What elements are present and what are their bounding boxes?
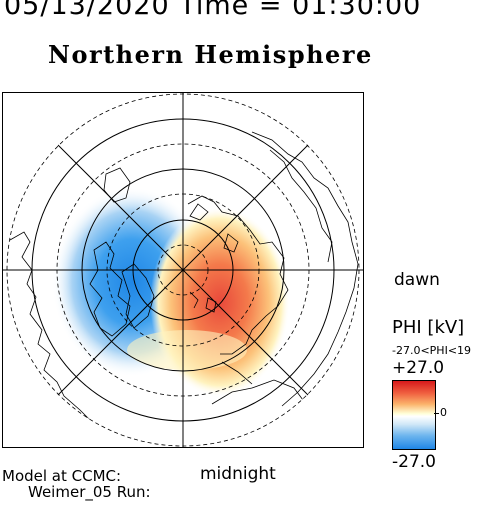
colorbar	[392, 380, 436, 450]
potential-pattern	[52, 187, 290, 397]
coastlines	[9, 131, 359, 425]
colorbar-zero-tick	[434, 413, 439, 414]
hemisphere-title: Northern Hemisphere	[48, 40, 373, 69]
colorbar-range: -27.0<PHI<19	[392, 344, 472, 357]
model-label: Model at CCMC:	[2, 467, 122, 485]
colorbar-max-label: +27.0	[392, 358, 445, 378]
datetime-header: 05/13/2020 Time = 01:30:00	[4, 0, 422, 21]
midnight-label: midnight	[200, 464, 276, 484]
colorbar-min-label: -27.0	[392, 452, 436, 472]
polar-map	[2, 92, 364, 448]
potential-transition	[127, 330, 247, 370]
meridian-grid	[2, 92, 364, 448]
dawn-label: dawn	[394, 270, 440, 290]
polar-plot-svg	[2, 92, 364, 448]
run-label: Weimer_05 Run:	[28, 483, 151, 501]
colorbar-zero-label: 0	[440, 406, 447, 419]
colorbar-title: PHI [kV]	[392, 317, 465, 338]
